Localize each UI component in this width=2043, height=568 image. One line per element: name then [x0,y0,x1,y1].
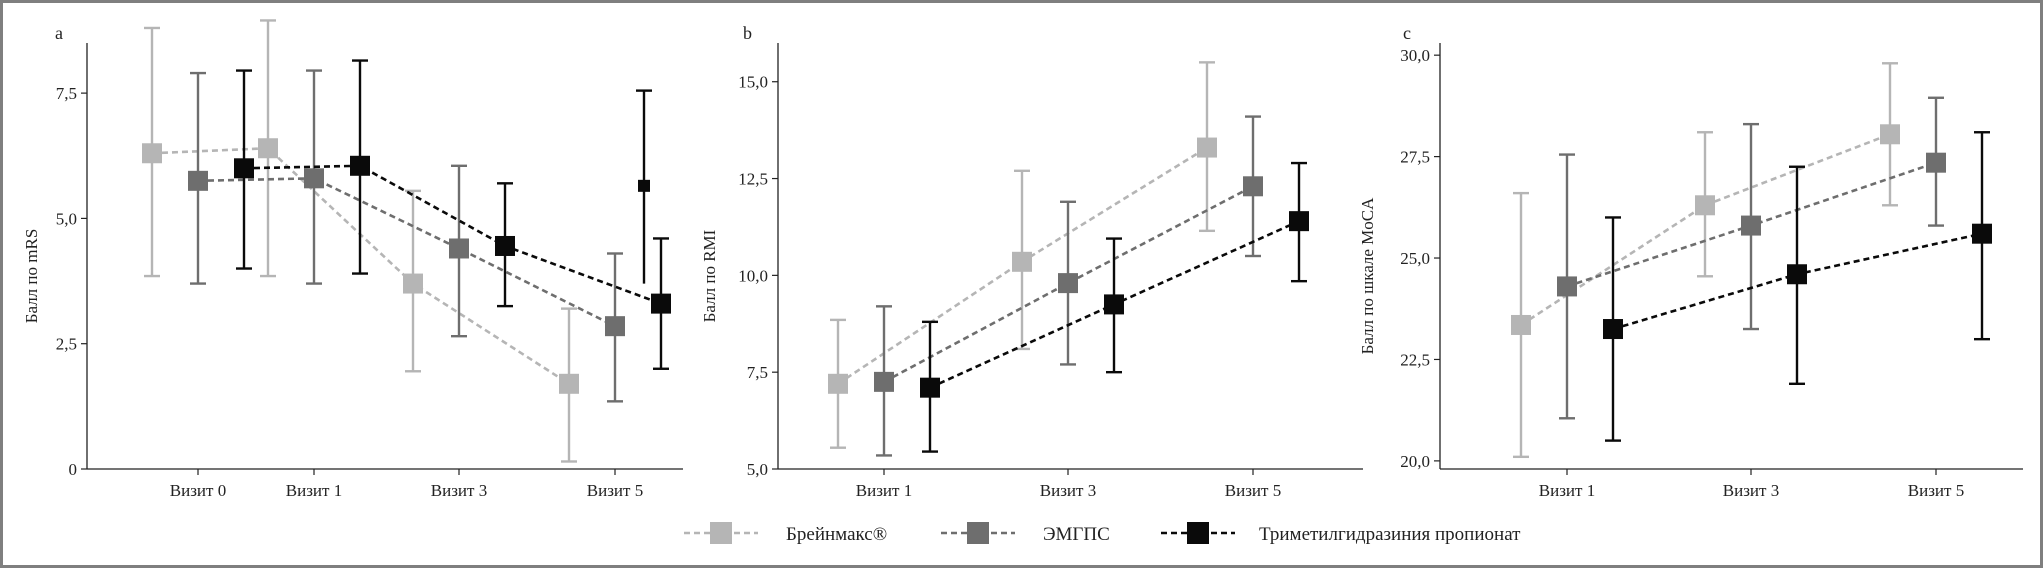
data-point-marker [495,235,515,256]
y-tick-label: 12,5 [738,170,768,189]
data-point-marker [188,170,208,191]
data-point-marker [1289,211,1309,232]
data-point-marker [304,168,324,189]
data-point-marker [1603,319,1623,340]
y-tick-label: 30,0 [1400,46,1430,65]
data-point-marker [920,377,940,398]
legend-marker [1187,522,1209,544]
annotation-marker [638,179,650,192]
data-point-marker [651,293,671,314]
data-point-marker [258,138,278,159]
series-line-0 [1520,133,1891,327]
y-tick-label: 20,0 [1400,452,1430,471]
data-point-marker [1243,176,1263,197]
data-point-marker [1972,223,1992,244]
x-tick-label: Визит 5 [1225,481,1281,500]
data-point-marker [403,273,423,294]
x-tick-label: Визит 0 [170,481,226,500]
panel-letter: a [55,23,63,43]
data-point-marker [1104,294,1124,315]
x-tick-label: Визит 5 [1908,481,1964,500]
legend: Брейнмакс® ЭМГПС Триметилгидразиния пропио… [684,522,1521,545]
legend-label: Триметилгидразиния пропионат [1259,524,1521,545]
data-point-marker [1058,273,1078,294]
data-point-marker [234,158,254,179]
data-point-marker [1197,137,1217,158]
x-tick-label: Визит 1 [286,481,342,500]
data-point-marker [1787,264,1807,285]
x-tick-label: Визит 3 [431,481,487,500]
series-line-0 [151,146,570,385]
x-tick-label: Визит 1 [856,481,912,500]
y-tick-label: 25,0 [1400,249,1430,268]
data-point-marker [828,373,848,394]
y-tick-label: 5,0 [56,209,77,228]
data-point-marker [559,373,579,394]
x-tick-label: Визит 3 [1040,481,1096,500]
data-point-marker [1012,251,1032,272]
panel-a: 0 2,5 5,0 7,5 Визит 0 Визит 1 Визит 3 Визит 5 Ба… [22,19,683,500]
y-tick-label: 0 [69,460,78,479]
legend-label: Брейнмакс® [786,524,887,545]
x-tick-label: Визит 5 [587,481,643,500]
data-point-marker [874,371,894,392]
y-tick-label: 5,0 [747,460,768,479]
y-tick-label: 15,0 [738,73,768,92]
panel-letter: c [1403,23,1411,43]
y-tick-label: 27,5 [1400,148,1430,167]
legend-label: ЭМГПС [1043,524,1110,545]
y-axis-title: Балл по mRS [22,229,41,324]
y-tick-label: 10,0 [738,266,768,285]
data-point-marker [1880,124,1900,145]
panel-letter: b [743,23,752,43]
series-line-1 [197,177,616,328]
figure-svg: 0 2,5 5,0 7,5 Визит 0 Визит 1 Визит 3 Визит 5 Ба… [22,19,2023,545]
legend-marker [710,522,732,544]
y-tick-label: 7,5 [56,84,77,103]
data-point-marker [1695,195,1715,216]
data-point-marker [1926,152,1946,173]
data-point-marker [142,143,162,164]
data-point-marker [449,238,469,259]
y-axis-title: Балл по RMI [700,229,719,322]
y-tick-label: 2,5 [56,335,77,354]
data-point-marker [1511,314,1531,335]
data-point-marker [1557,276,1577,297]
x-tick-label: Визит 3 [1723,481,1779,500]
panel-c: 20,0 22,5 25,0 27,5 30,0 Визит 1 Визит 3 Визит … [1358,23,2023,500]
y-tick-label: 22,5 [1400,350,1430,369]
legend-marker [967,522,989,544]
data-point-marker [1741,215,1761,236]
data-point-marker [605,316,625,337]
series-line-2 [243,164,662,305]
x-tick-label: Визит 1 [1539,481,1595,500]
panel-b: 5,0 7,5 10,0 12,5 15,0 Визит 1 Визит 3 Визит 5 Б… [700,23,1363,500]
data-point-marker [350,155,370,176]
y-axis-title: Балл по шкале MoCA [1358,197,1377,355]
y-tick-label: 7,5 [747,363,768,382]
